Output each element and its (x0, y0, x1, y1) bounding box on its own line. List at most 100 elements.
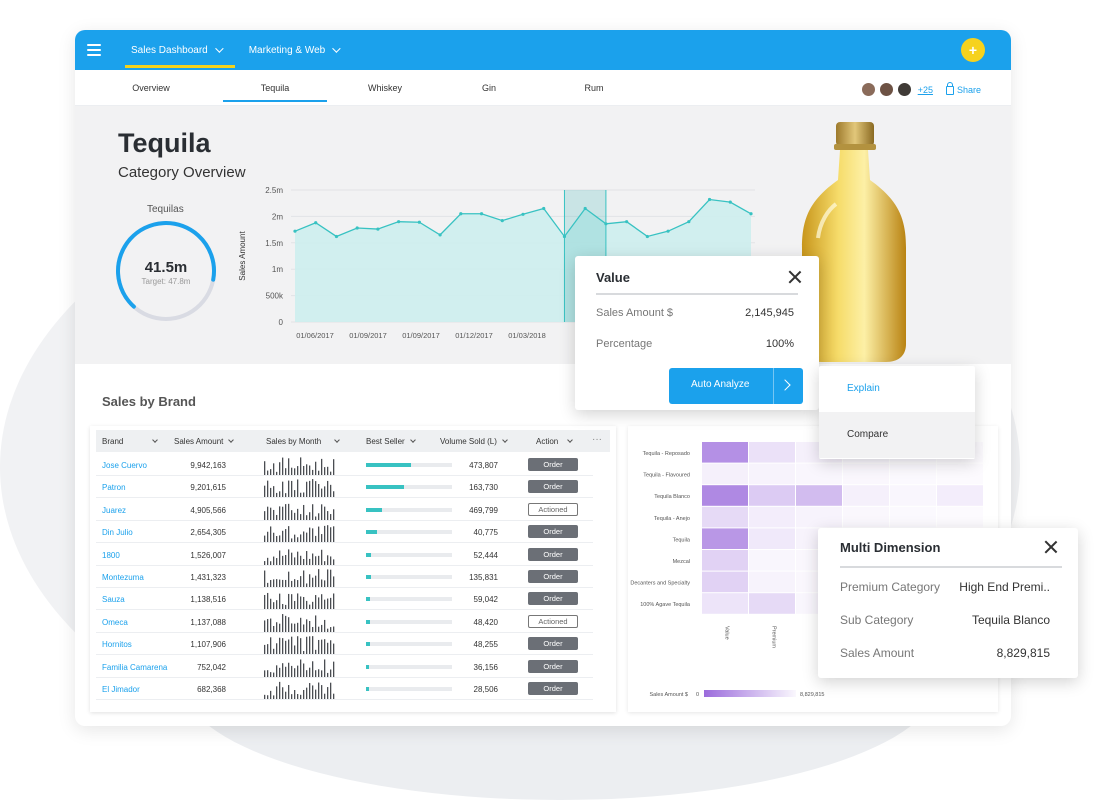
data-point[interactable] (728, 200, 732, 204)
heatmap-cell[interactable] (749, 442, 795, 463)
tab-whiskey[interactable]: Whiskey (367, 83, 402, 93)
data-point[interactable] (521, 212, 525, 216)
avatar[interactable] (860, 82, 876, 97)
heatmap-cell[interactable] (890, 463, 936, 485)
brand-link[interactable]: 1800 (102, 550, 120, 560)
heatmap-cell[interactable] (843, 463, 889, 485)
heatmap-cell[interactable] (702, 593, 748, 614)
column-sales-by-month[interactable]: Sales by Month (266, 437, 340, 446)
data-point[interactable] (293, 229, 297, 233)
tab-tequila[interactable]: Tequila (223, 83, 327, 102)
heatmap-cell[interactable] (890, 485, 936, 506)
data-point[interactable] (666, 229, 670, 233)
data-point[interactable] (376, 227, 380, 231)
heatmap-cell[interactable] (843, 506, 889, 528)
action-button[interactable]: Actioned (528, 502, 578, 516)
sparkline-bar (297, 622, 299, 632)
data-point[interactable] (459, 212, 463, 216)
data-point[interactable] (625, 220, 629, 224)
heatmap-cell[interactable] (702, 463, 748, 485)
close-icon[interactable] (1044, 540, 1058, 554)
heatmap-cell[interactable] (749, 528, 795, 549)
data-point[interactable] (334, 234, 339, 239)
action-button[interactable]: Order (528, 525, 578, 539)
data-point[interactable] (397, 220, 401, 224)
heatmap-cell[interactable] (749, 550, 795, 571)
brand-link[interactable]: El Jimador (102, 685, 140, 694)
action-button[interactable]: Order (528, 547, 578, 561)
heatmap-cell[interactable] (702, 485, 748, 506)
column-volume-sold[interactable]: Volume Sold (L) (440, 437, 508, 446)
column-best-seller[interactable]: Best Seller (366, 437, 416, 446)
action-button[interactable]: Order (528, 637, 578, 651)
heatmap-cell[interactable] (749, 485, 795, 506)
tab-sales-dashboard[interactable]: Sales Dashboard (117, 30, 235, 70)
heatmap-cell[interactable] (796, 485, 842, 506)
tab-rum[interactable]: Rum (584, 83, 604, 93)
heatmap-cell[interactable] (702, 442, 748, 463)
data-point[interactable] (438, 233, 442, 237)
heatmap-cell[interactable] (749, 593, 795, 614)
heatmap-cell[interactable] (702, 550, 748, 571)
action-button[interactable]: Order (528, 458, 578, 471)
action-button[interactable]: Order (528, 480, 578, 494)
heatmap-cell[interactable] (937, 507, 983, 528)
data-point[interactable] (583, 206, 587, 211)
heatmap-cell[interactable] (796, 463, 842, 485)
hamburger-menu-icon[interactable] (87, 44, 101, 56)
brand-link[interactable]: Omeca (102, 617, 128, 627)
menu-item-explain[interactable]: Explain (847, 383, 880, 394)
target-gauge[interactable] (113, 218, 219, 324)
close-icon[interactable] (788, 270, 802, 284)
heatmap-cell[interactable] (702, 571, 748, 593)
more-options-icon[interactable]: ··· (592, 434, 602, 445)
heatmap-cell[interactable] (890, 506, 936, 528)
brand-link[interactable]: Sauza (102, 595, 125, 605)
avatar[interactable] (878, 82, 894, 97)
heatmap-cell[interactable] (749, 463, 795, 485)
heatmap-cell[interactable] (937, 485, 983, 506)
brand-link[interactable]: Hornitos (102, 640, 132, 650)
tab-marketing-web[interactable]: Marketing & Web (235, 30, 353, 70)
brand-link[interactable]: Jose Cuervo (102, 461, 147, 470)
data-point[interactable] (355, 226, 359, 230)
heatmap-cell[interactable] (702, 506, 748, 528)
x-tick-label: 01/06/2017 (296, 331, 334, 340)
heatmap-cell[interactable] (796, 506, 842, 528)
heatmap-cell[interactable] (749, 506, 795, 528)
action-button[interactable]: Order (528, 682, 578, 695)
data-point[interactable] (500, 219, 504, 223)
data-point[interactable] (749, 212, 753, 216)
add-button[interactable]: + (961, 38, 985, 62)
data-point[interactable] (542, 206, 546, 211)
heatmap-cell[interactable] (843, 485, 889, 506)
column-brand[interactable]: Brand (102, 437, 159, 446)
tab-gin[interactable]: Gin (481, 83, 496, 93)
action-button[interactable]: Actioned (528, 614, 578, 628)
data-point[interactable] (645, 234, 649, 239)
brand-link[interactable]: Montezuma (102, 573, 144, 582)
data-point[interactable] (707, 197, 712, 202)
heatmap-cell[interactable] (702, 528, 748, 549)
brand-link[interactable]: Din Julio (102, 528, 133, 538)
more-collaborators-link[interactable]: +25 (917, 84, 933, 95)
column-action[interactable]: Action (536, 437, 574, 446)
action-button[interactable]: Order (528, 570, 578, 583)
action-button[interactable]: Order (528, 659, 578, 673)
brand-link[interactable]: Juarez (102, 505, 127, 515)
data-point[interactable] (314, 221, 318, 225)
brand-link[interactable]: Patron (102, 483, 126, 493)
share-button[interactable]: Share (945, 82, 981, 95)
avatar[interactable] (896, 82, 912, 97)
brand-link[interactable]: Familia Camarena (102, 662, 168, 672)
menu-item-compare[interactable]: Compare (819, 412, 975, 458)
data-point[interactable] (417, 220, 421, 224)
tab-overview[interactable]: Overview (132, 83, 170, 93)
data-point[interactable] (687, 220, 691, 224)
column-sales-amount[interactable]: Sales Amount (174, 437, 235, 446)
heatmap-cell[interactable] (937, 464, 983, 485)
action-button[interactable]: Order (528, 592, 578, 606)
auto-analyze-button[interactable]: Auto Analyze (669, 368, 803, 404)
heatmap-cell[interactable] (749, 571, 795, 593)
data-point[interactable] (479, 212, 484, 216)
